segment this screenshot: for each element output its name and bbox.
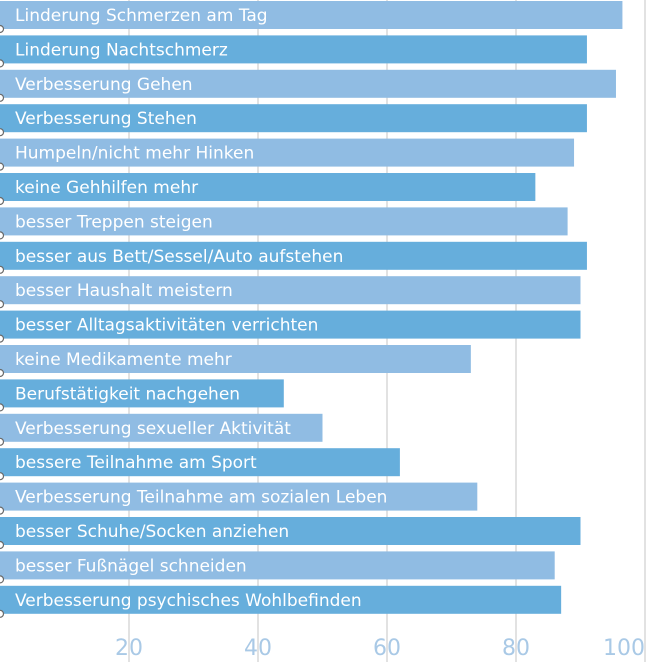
- bar-5: [0, 173, 536, 201]
- bar-label-11: Berufstätigkeit nachgehen: [15, 384, 240, 404]
- x-axis-ticks: 20 40 60 80 100: [115, 636, 645, 661]
- x-tick-label-40: 40: [244, 636, 272, 661]
- bar-marker-9: [0, 334, 5, 343]
- bar-marker-3: [0, 128, 5, 137]
- bar-marker-0: [0, 24, 5, 34]
- bar-marker-12: [0, 437, 5, 446]
- bar-16: [0, 551, 555, 580]
- bar-label-13: bessere Teilnahme am Sport: [15, 453, 257, 473]
- bar-2: [0, 69, 616, 98]
- bar-4: [0, 138, 575, 167]
- bar-marker-11: [0, 403, 5, 412]
- bar-marker-1: [0, 59, 5, 68]
- bar-1: [0, 35, 587, 64]
- bar-marker-15: [0, 540, 5, 550]
- bar-13: [0, 448, 400, 477]
- bar-10: [0, 345, 471, 373]
- bar-marker-8: [0, 300, 5, 309]
- bar-label-1: Linderung Nachtschmerz: [15, 40, 228, 60]
- bar-marker-14: [0, 506, 5, 515]
- bar-marker-2: [0, 93, 5, 102]
- x-tick-label-80: 80: [502, 636, 530, 661]
- bar-marker-6: [0, 231, 5, 240]
- bars: Linderung Schmerzen am Tag Linderung Nach…: [0, 1, 623, 618]
- x-tick-label-60: 60: [373, 636, 401, 661]
- x-tick-label-20: 20: [115, 636, 143, 661]
- bar-label-14: Verbesserung Teilnahme am sozialen Leben: [15, 488, 387, 508]
- bar-12: [0, 413, 323, 442]
- bar-label-3: Verbesserung Stehen: [15, 109, 197, 129]
- bar-label-12: Verbesserung sexueller Aktivität: [15, 419, 291, 439]
- bar-label-15: besser Schuhe/Socken anziehen: [15, 522, 289, 542]
- bar-9: [0, 310, 581, 339]
- bar-label-16: besser Fußnägel schneiden: [15, 556, 247, 576]
- bar-0: [0, 1, 623, 29]
- bar-marker-5: [0, 196, 5, 206]
- bar-marker-4: [0, 162, 5, 171]
- x-tick-label-100: 100: [603, 636, 645, 661]
- bar-label-2: Verbesserung Gehen: [15, 75, 193, 95]
- bar-label-4: Humpeln/nicht mehr Hinken: [15, 144, 254, 164]
- bar-14: [0, 482, 478, 511]
- bar-marker-17: [0, 609, 5, 618]
- bar-17: [0, 585, 562, 614]
- bar-label-17: Verbesserung psychisches Wohlbefinden: [15, 591, 362, 611]
- bar-label-10: keine Medikamente mehr: [15, 350, 232, 370]
- bar-marker-7: [0, 265, 5, 274]
- bar-15: [0, 517, 581, 545]
- bar-7: [0, 241, 587, 270]
- bar-marker-16: [0, 575, 5, 584]
- bar-3: [0, 104, 587, 133]
- bar-label-8: besser Haushalt meistern: [15, 281, 233, 301]
- bar-marker-13: [0, 472, 5, 481]
- bar-label-7: besser aus Bett/Sessel/Auto aufstehen: [15, 247, 343, 267]
- bar-8: [0, 276, 581, 305]
- bar-label-9: besser Alltagsaktivitäten verrichten: [15, 316, 318, 336]
- bar-label-6: besser Treppen steigen: [15, 212, 213, 232]
- bar-label-5: keine Gehhilfen mehr: [15, 178, 198, 198]
- bar-label-0: Linderung Schmerzen am Tag: [15, 6, 268, 26]
- bar-11: [0, 379, 284, 408]
- bar-6: [0, 207, 568, 236]
- bar-marker-10: [0, 368, 5, 378]
